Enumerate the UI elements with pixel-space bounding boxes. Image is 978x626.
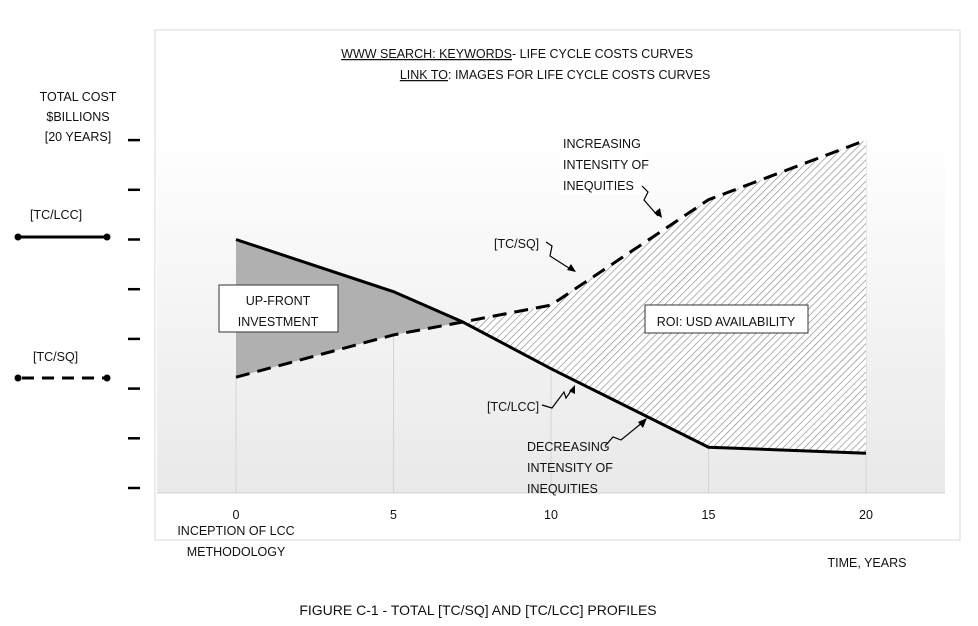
upfront-area: [236, 239, 463, 378]
decreasing-annotation: DECREASING INTENSITY OF INEQUITIES: [527, 418, 647, 496]
legend-sq-label: [TC/SQ]: [33, 350, 78, 364]
increasing-annotation: INCREASING INTENSITY OF INEQUITIES: [560, 132, 662, 218]
svg-text:ROI: USD AVAILABILITY: ROI: USD AVAILABILITY: [657, 315, 796, 329]
legend-sq-line: [14, 374, 111, 382]
svg-text:[TC/LCC]: [TC/LCC]: [487, 400, 539, 414]
x-tick-label: 20: [859, 508, 873, 522]
svg-text:UP-FRONT: UP-FRONT: [246, 294, 311, 308]
svg-text:INEQUITIES: INEQUITIES: [527, 482, 598, 496]
svg-text:INTENSITY OF: INTENSITY OF: [527, 461, 613, 475]
title-rest-2: : IMAGES FOR LIFE CYCLE COSTS CURVES: [448, 68, 710, 82]
legend-lcc-line: [14, 233, 111, 241]
svg-text:INEQUITIES: INEQUITIES: [563, 179, 634, 193]
lcc-annotation: [TC/LCC]: [487, 385, 575, 414]
title-link-1[interactable]: WWW SEARCH: KEYWORDS: [341, 47, 512, 61]
series-line-tc-lcc: [235, 238, 867, 455]
roi-box: ROI: USD AVAILABILITY: [644, 304, 809, 334]
x-origin-label-1: INCEPTION OF LCC: [177, 524, 294, 538]
title-link-2[interactable]: LINK TO: [400, 68, 448, 82]
y-label-1: TOTAL COST: [40, 90, 117, 104]
figure-caption: FIGURE C-1 - TOTAL [TC/SQ] AND [TC/LCC] …: [299, 602, 656, 618]
y-label-3: [20 YEARS]: [45, 130, 111, 144]
svg-text:DECREASING: DECREASING: [527, 440, 610, 454]
sq-annotation: [TC/SQ]: [494, 237, 576, 272]
x-origin-label-2: METHODOLOGY: [187, 545, 286, 559]
series-line-tc-sq: [235, 138, 867, 379]
svg-text:INCREASING: INCREASING: [563, 137, 641, 151]
svg-text:INTENSITY OF: INTENSITY OF: [563, 158, 649, 172]
svg-text:[TC/SQ]: [TC/SQ]: [494, 237, 539, 251]
x-axis-label: TIME, YEARS: [828, 556, 907, 570]
x-tick-label: 15: [702, 508, 716, 522]
x-tick-label: 0: [233, 508, 240, 522]
x-tick-label: 10: [544, 508, 558, 522]
title-rest-1: - LIFE CYCLE COSTS CURVES: [512, 47, 693, 61]
legend-lcc-label: [TC/LCC]: [30, 208, 82, 222]
y-label-2: $BILLIONS: [46, 110, 109, 124]
upfront-box: UP-FRONT INVESTMENT: [218, 284, 339, 333]
x-tick-label: 5: [390, 508, 397, 522]
svg-text:INVESTMENT: INVESTMENT: [238, 315, 319, 329]
